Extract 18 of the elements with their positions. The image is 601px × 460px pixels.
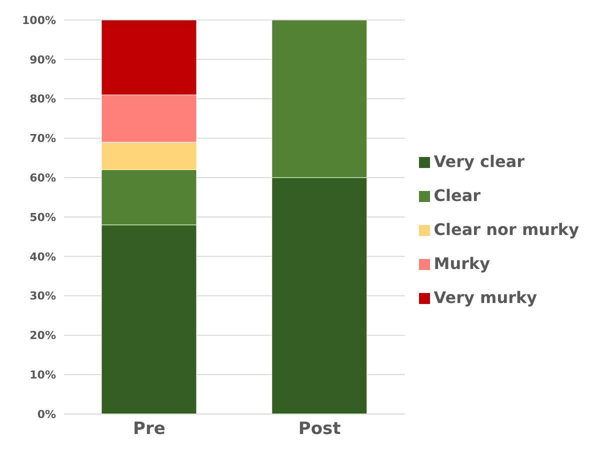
x-tick-label: Post — [298, 419, 341, 440]
legend-label: Clear — [434, 186, 481, 205]
legend-label: Very murky — [434, 288, 538, 307]
legend-label: Murky — [434, 254, 490, 273]
y-tick-label: 90% — [30, 53, 56, 66]
y-tick-label: 60% — [30, 172, 56, 185]
y-tick-label: 70% — [30, 132, 56, 146]
legend-label: Very clear — [434, 152, 525, 171]
y-tick-label: 50% — [30, 210, 56, 224]
y-tick-label: 40% — [30, 250, 56, 264]
x-tick-label: Pre — [133, 419, 166, 440]
y-tick-label: 20% — [30, 329, 56, 342]
legend-label: Clear nor murky — [434, 220, 579, 239]
y-tick-label: 30% — [30, 290, 56, 303]
y-tick-label: 10% — [30, 368, 56, 382]
y-tick-label: 0% — [37, 408, 56, 421]
y-tick-label: 100% — [22, 14, 56, 27]
y-tick-label: 80% — [30, 92, 56, 106]
